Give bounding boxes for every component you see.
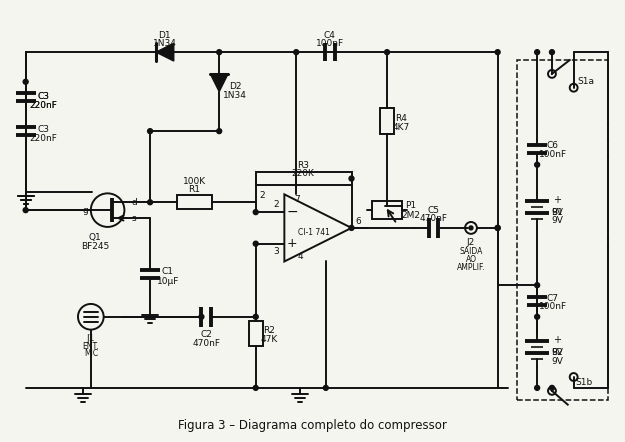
Text: 470nF: 470nF bbox=[419, 213, 447, 222]
Text: CI-1 741: CI-1 741 bbox=[298, 229, 330, 237]
Text: R3: R3 bbox=[297, 161, 309, 170]
Text: 220nF: 220nF bbox=[29, 133, 58, 143]
Circle shape bbox=[217, 50, 222, 55]
Circle shape bbox=[323, 385, 328, 390]
Text: C3: C3 bbox=[38, 92, 49, 101]
Bar bbox=[249, 321, 262, 347]
Text: 220nF: 220nF bbox=[29, 101, 58, 110]
Circle shape bbox=[253, 314, 258, 319]
Text: 47K: 47K bbox=[261, 335, 278, 344]
Text: C2: C2 bbox=[201, 330, 212, 339]
Text: J2: J2 bbox=[467, 238, 475, 247]
Text: SAIDA: SAIDA bbox=[459, 247, 482, 256]
Circle shape bbox=[495, 225, 500, 230]
Text: 9V: 9V bbox=[551, 348, 563, 357]
Text: ENT.: ENT. bbox=[82, 342, 99, 351]
Circle shape bbox=[549, 385, 554, 390]
Text: 1N34: 1N34 bbox=[223, 91, 247, 100]
Bar bbox=[256, 171, 351, 186]
Circle shape bbox=[349, 176, 354, 181]
Text: S1a: S1a bbox=[577, 77, 594, 86]
Text: 2: 2 bbox=[260, 191, 266, 200]
Text: C3: C3 bbox=[38, 125, 49, 133]
Circle shape bbox=[148, 200, 152, 205]
Text: 1N34: 1N34 bbox=[153, 39, 177, 48]
Text: +: + bbox=[287, 237, 298, 250]
Circle shape bbox=[495, 50, 500, 55]
Circle shape bbox=[384, 50, 389, 55]
Text: 9V: 9V bbox=[551, 357, 563, 366]
Text: 2M2: 2M2 bbox=[401, 210, 420, 220]
Circle shape bbox=[294, 50, 299, 55]
Text: 4: 4 bbox=[298, 252, 303, 261]
Text: 7: 7 bbox=[294, 195, 300, 204]
Circle shape bbox=[23, 79, 28, 84]
Circle shape bbox=[148, 129, 152, 133]
Text: C1: C1 bbox=[162, 267, 174, 276]
Text: s: s bbox=[131, 213, 136, 222]
Bar bbox=[380, 108, 394, 134]
Text: C5: C5 bbox=[428, 206, 439, 215]
Text: 100nF: 100nF bbox=[539, 302, 567, 312]
Circle shape bbox=[349, 225, 354, 230]
Text: 6: 6 bbox=[356, 217, 361, 226]
Circle shape bbox=[495, 225, 500, 230]
Text: B1: B1 bbox=[551, 208, 563, 217]
Text: −: − bbox=[286, 205, 298, 219]
Text: R1: R1 bbox=[189, 185, 201, 194]
Text: 4K7: 4K7 bbox=[392, 123, 409, 132]
Text: BF245: BF245 bbox=[81, 242, 109, 251]
Text: B2: B2 bbox=[551, 348, 562, 357]
Text: g: g bbox=[82, 206, 88, 215]
Circle shape bbox=[549, 50, 554, 55]
Text: 2: 2 bbox=[274, 200, 279, 209]
Text: 100K: 100K bbox=[183, 177, 206, 186]
Text: 470nF: 470nF bbox=[192, 339, 221, 348]
Polygon shape bbox=[210, 74, 228, 91]
Text: +: + bbox=[553, 335, 561, 346]
Circle shape bbox=[253, 210, 258, 215]
Text: d: d bbox=[131, 198, 137, 207]
Text: 100nF: 100nF bbox=[539, 150, 567, 160]
Text: AMPLIF.: AMPLIF. bbox=[457, 263, 485, 272]
Circle shape bbox=[253, 385, 258, 390]
Text: MIC: MIC bbox=[84, 349, 98, 358]
Text: +: + bbox=[553, 195, 561, 205]
Text: C3: C3 bbox=[38, 92, 49, 101]
Circle shape bbox=[253, 241, 258, 246]
Text: 220nF: 220nF bbox=[29, 101, 58, 110]
Bar bbox=[372, 201, 402, 219]
Polygon shape bbox=[156, 43, 174, 61]
Text: Figura 3 – Diagrama completo do compressor: Figura 3 – Diagrama completo do compress… bbox=[177, 419, 446, 432]
Bar bbox=[518, 60, 608, 400]
Circle shape bbox=[534, 283, 539, 288]
Text: C4: C4 bbox=[324, 31, 336, 40]
Circle shape bbox=[534, 162, 539, 167]
Text: 100nF: 100nF bbox=[316, 39, 344, 48]
Text: P1: P1 bbox=[405, 201, 416, 210]
Text: R2: R2 bbox=[264, 326, 276, 335]
Text: 220K: 220K bbox=[292, 169, 314, 178]
Text: D1: D1 bbox=[159, 31, 171, 40]
Circle shape bbox=[217, 129, 222, 133]
Circle shape bbox=[23, 208, 28, 213]
Text: 9V: 9V bbox=[551, 208, 563, 217]
Text: 9V: 9V bbox=[551, 217, 563, 225]
Text: S1b: S1b bbox=[575, 378, 592, 388]
Circle shape bbox=[534, 50, 539, 55]
Text: Q1: Q1 bbox=[88, 233, 101, 242]
Circle shape bbox=[534, 385, 539, 390]
Circle shape bbox=[199, 314, 204, 319]
Text: J1: J1 bbox=[87, 334, 95, 343]
Bar bbox=[177, 195, 212, 209]
Circle shape bbox=[469, 226, 473, 230]
Text: C6: C6 bbox=[547, 141, 559, 150]
Text: C7: C7 bbox=[547, 293, 559, 302]
Text: AO: AO bbox=[466, 255, 476, 264]
Text: R4: R4 bbox=[395, 114, 407, 123]
Text: 3: 3 bbox=[274, 247, 279, 256]
Circle shape bbox=[534, 314, 539, 319]
Text: D2: D2 bbox=[229, 82, 241, 91]
Text: 10μF: 10μF bbox=[157, 277, 179, 286]
